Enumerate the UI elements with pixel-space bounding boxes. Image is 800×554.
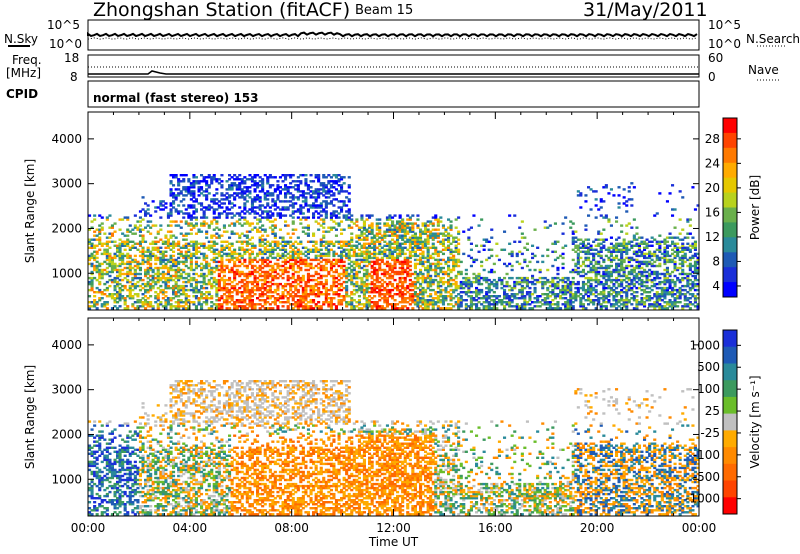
ytick-label: 1000 [51,472,82,486]
nave-tick-top: 60 [708,51,724,65]
colorbar-tick-label: -25 [700,426,720,440]
nsearch-tick-top: 10^5 [708,18,741,32]
heatmap-cells-power [88,174,700,310]
colorbar-swatch [723,237,737,253]
ytick-label: 2000 [51,221,82,235]
colorbar-tick-label: 16 [705,205,720,219]
ytick-label: 1000 [51,266,82,280]
colorbar-swatch [723,207,737,223]
nave-label: Nave [748,63,779,77]
colorbar-tick-label: 4 [712,279,720,293]
colorbar-swatch [723,463,737,481]
heatmap-panel-velocity: 1000 2000 3000 4000 Slant Range [km] 00:00 04:… [23,317,762,549]
xtick-label: 12:00 [376,521,411,535]
xtick-label: 04:00 [173,521,208,535]
colorbar-swatch [723,118,737,134]
colorbar-swatch [723,147,737,164]
colorbar-label: Velocity [m s⁻¹] [748,375,762,468]
ylabel-power: Slant Range [km] [23,159,37,263]
xtick-label: 08:00 [274,521,309,535]
colorbar-swatch [723,396,737,415]
colorbar-swatch [723,162,737,179]
colorbar-frame [722,117,738,298]
ytick-label: 3000 [51,177,82,191]
nsearch-line [87,37,698,40]
xtick-label: 00:00 [682,521,717,535]
colorbar-power: 28 24 20 16 12 8 4 Power [dB] [705,117,762,298]
cpid-label: CPID [6,87,39,101]
colorbar-tick-label: 28 [705,132,720,146]
nsearch-label: N.Search [746,32,800,46]
colorbar-tick-label: -100 [693,448,720,462]
nsky-label: N.Sky [4,32,39,46]
xtick-label: 00:00 [71,521,106,535]
colorbar-swatch [723,132,737,149]
ytick-label: 3000 [51,383,82,397]
colorbar-swatch [723,497,737,515]
colorbar-swatch [723,177,737,194]
colorbar-velocity: 1000 500 100 25 -25 -100 -500 -1000 Velocity [m … [685,329,762,515]
ytick-label: 4000 [51,132,82,146]
colorbar-swatch [723,430,737,448]
colorbar-tick-label: 24 [705,156,720,170]
beam-label: Beam 15 [355,3,414,18]
nsearch-tick-bottom: 10^0 [708,37,741,51]
colorbar-swatch [723,413,737,431]
colorbar-tick-label: 12 [705,230,720,244]
colorbar-tick-label: -500 [693,470,720,484]
ytick-label: 4000 [51,338,82,352]
xtick-label: 20:00 [580,521,615,535]
freq-label: Freq. [12,53,42,67]
nsky-line [87,31,698,38]
heatmap-cells-velocity [88,380,700,516]
freq-line [88,70,699,75]
colorbar-swatch [723,330,737,348]
colorbar-tick-label: -1000 [685,492,720,506]
colorbar-swatch [723,380,737,398]
colorbar-tick-label: 100 [697,382,720,396]
ylabel-velocity: Slant Range [km] [23,365,37,469]
colorbar-tick-label: 20 [705,181,720,195]
colorbar-swatch [723,282,737,298]
colorbar-swatch [723,222,737,238]
ytick-label: 2000 [51,427,82,441]
colorbar-tick-label: 25 [705,404,720,418]
colorbar-tick-label: 1000 [689,338,720,352]
colorbar-label: Power [dB] [748,175,762,240]
cpid-text: normal (fast stereo) 153 [93,91,259,105]
freq-tick-top: 18 [64,51,80,65]
colorbar-swatch [723,192,737,208]
colorbar-swatch [723,480,737,498]
colorbar-tick-label: 8 [712,254,720,268]
xlabel: Time UT [368,535,419,549]
freq-tick-bottom: 8 [70,70,78,84]
colorbar-tick-label: 500 [697,360,720,374]
freq-panel-frame [87,54,700,78]
nsky-tick-top: 10^5 [47,18,80,32]
colorbar-swatch [723,267,737,283]
colorbar-frame [722,329,738,515]
cpid-panel-frame [87,80,700,108]
heatmap-panel-power: 1000 2000 3000 4000 Slant Range [km] 28 24 20 16… [23,111,762,311]
colorbar-swatch [723,346,737,364]
nsky-tick-bottom: 10^0 [49,37,82,51]
xtick-label: 16:00 [478,521,513,535]
freq-unit-label: [MHz] [6,66,42,80]
date-label: 31/May/2011 [583,0,708,21]
nave-tick-bottom: 0 [708,70,716,84]
colorbar-swatch [723,363,737,381]
colorbar-swatch [723,447,737,465]
colorbar-swatch [723,252,737,268]
station-title: Zhongshan Station (fitACF) [93,0,351,21]
